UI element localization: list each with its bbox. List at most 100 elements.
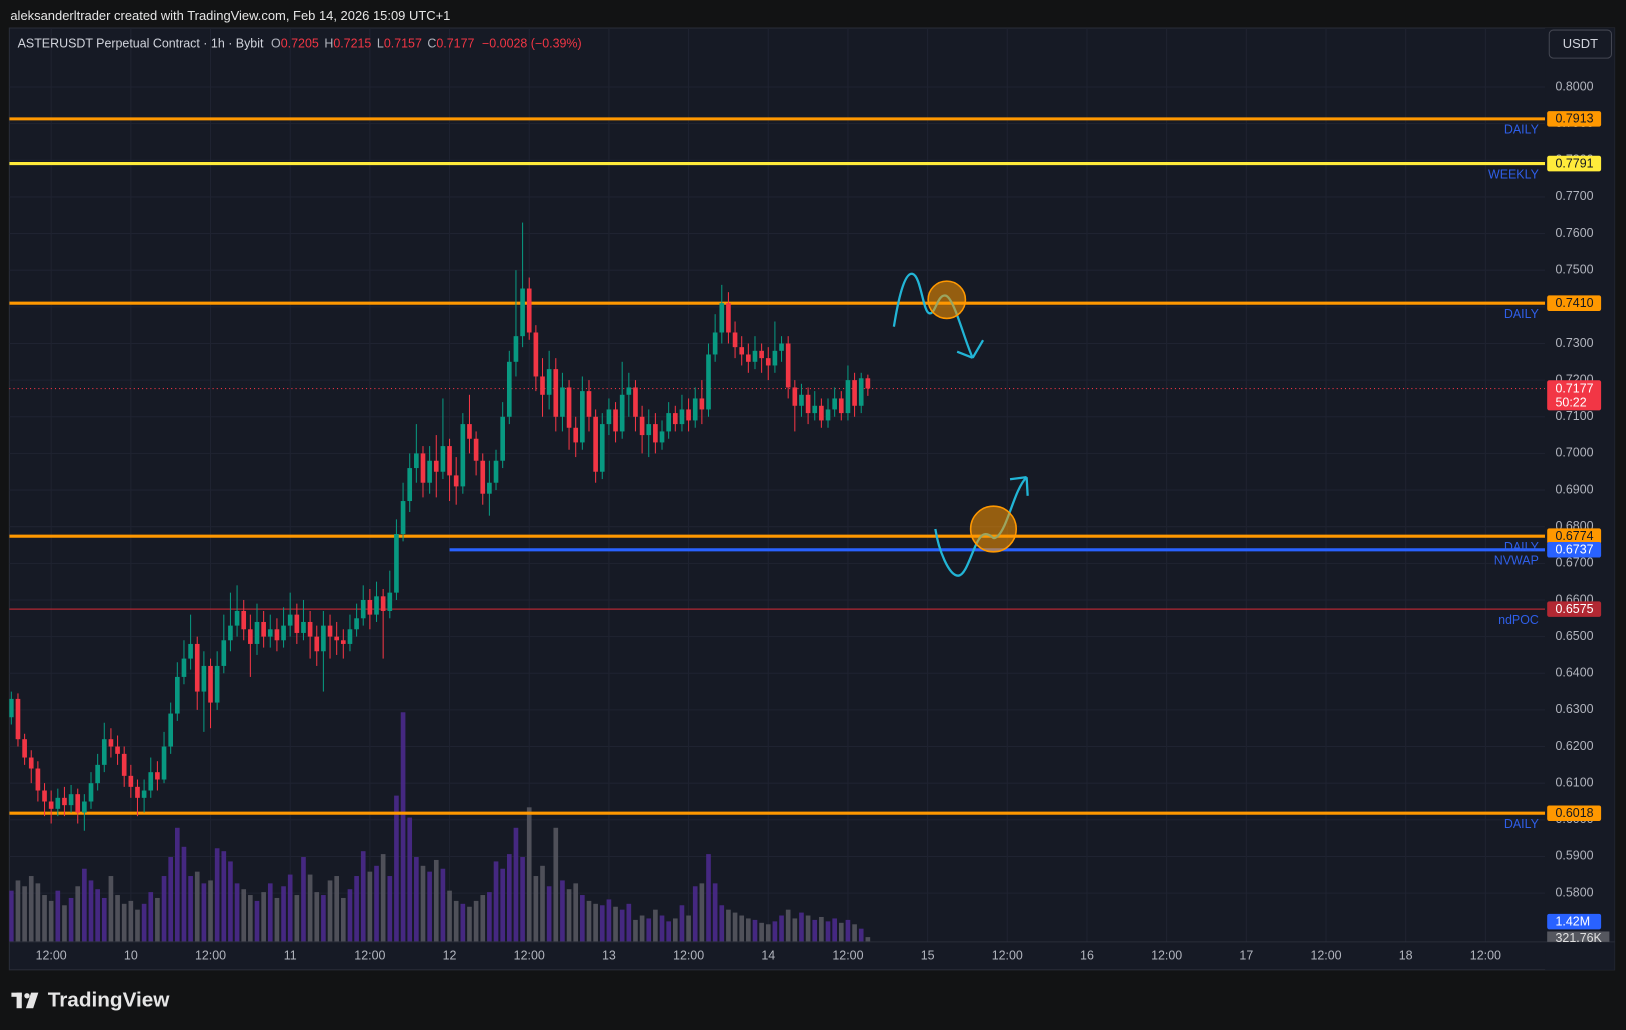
arrow-head	[956, 339, 985, 359]
candle-body	[546, 369, 552, 395]
candle-body	[586, 391, 592, 417]
candle-body	[394, 534, 399, 593]
candle-body	[287, 614, 293, 626]
x-tick-label: 12:00	[195, 949, 226, 963]
volume-bar	[533, 876, 539, 942]
price-tag-label: 0.7913	[1555, 112, 1593, 126]
candle-body	[68, 794, 74, 806]
price-tag	[1547, 601, 1602, 617]
volume-bar	[692, 886, 698, 942]
volume-bar	[82, 868, 87, 942]
volume-bar	[566, 889, 572, 942]
volume-bar	[765, 924, 771, 942]
candle-body	[340, 640, 346, 644]
volume-bar	[88, 880, 94, 942]
candle-body	[500, 416, 505, 461]
candle-body	[261, 621, 266, 637]
candle-body	[161, 746, 167, 780]
volume-bar	[606, 899, 612, 942]
candle-body	[746, 354, 751, 362]
candle-body	[692, 398, 698, 421]
candle-body	[653, 424, 658, 443]
price-tag	[1547, 541, 1602, 558]
brand: TradingView	[48, 988, 171, 1011]
candle-body	[427, 460, 432, 483]
x-tick-label: 11	[284, 949, 297, 963]
volume-bar	[487, 892, 492, 942]
currency-button[interactable]	[1548, 29, 1613, 59]
volume-bar	[9, 890, 14, 942]
volume-bar	[626, 903, 632, 942]
candle-body	[699, 398, 705, 410]
y-tick-label: 0.6900	[1555, 482, 1593, 496]
candle-body	[334, 636, 339, 641]
candle-body	[321, 625, 326, 652]
volume-bar	[327, 880, 333, 942]
volume-bar	[161, 876, 167, 942]
candle-body	[487, 482, 492, 494]
candle-body	[613, 409, 618, 432]
volume-bar	[141, 903, 147, 942]
volume-bar	[845, 919, 851, 942]
price-tag-label: 0.6575	[1555, 602, 1593, 616]
candle-body	[712, 332, 718, 355]
highlight-circle	[969, 505, 1018, 553]
logo-part	[24, 993, 30, 999]
candle-body	[838, 398, 844, 414]
candle-body	[726, 303, 731, 333]
volume-bar	[752, 919, 758, 942]
levels	[9, 117, 1546, 815]
volume-bar	[540, 865, 545, 942]
y-tick-label: 0.6400	[1555, 666, 1593, 680]
level-name: ndPOC	[1498, 613, 1539, 627]
drawings	[892, 272, 1029, 577]
candle-body	[633, 387, 638, 417]
currency-label[interactable]: USDT	[1563, 36, 1598, 51]
volume-bar	[852, 924, 857, 942]
volume-bar	[732, 912, 738, 942]
candle-body	[540, 376, 545, 395]
candle-body	[732, 332, 738, 348]
price-tag-label: 0.6737	[1555, 543, 1593, 557]
volume-bar	[546, 886, 552, 942]
volume-bar	[825, 921, 831, 942]
volume-bar	[453, 900, 459, 942]
candle-body	[420, 453, 426, 483]
price-tag	[1547, 528, 1602, 544]
volume-bar	[659, 915, 665, 942]
x-tick-label: 12:00	[354, 949, 385, 963]
volume-bar	[340, 897, 346, 942]
volume-bar	[473, 900, 479, 942]
volume-bar	[294, 895, 300, 942]
brand-logo	[11, 992, 39, 1009]
candle-body	[294, 614, 300, 633]
volume-bar	[553, 827, 559, 942]
x-tick-label: 17	[1239, 949, 1253, 963]
candle-body	[646, 424, 652, 436]
y-tick-label: 0.5900	[1555, 849, 1593, 863]
volume-bar	[108, 876, 114, 942]
last-price-label: 0.7177	[1555, 381, 1593, 395]
candle-body	[812, 405, 818, 414]
candle-body	[759, 350, 764, 359]
candle-body	[248, 629, 253, 644]
candle-body	[28, 757, 34, 769]
ohlc-value: 0.7177	[436, 37, 474, 51]
candle-body	[407, 468, 413, 502]
volume-bar	[580, 895, 585, 942]
candle-body	[347, 629, 353, 644]
volume-bar	[254, 900, 260, 942]
volume-bar	[95, 889, 100, 942]
candle-body	[155, 772, 160, 780]
level-name: DAILY	[1504, 540, 1540, 554]
x-tick-label: 12:00	[514, 949, 545, 963]
volume-bar	[593, 903, 598, 942]
volume-bar	[360, 851, 366, 942]
volume-bar	[746, 918, 751, 942]
volume-bar	[301, 857, 306, 942]
price-tag	[1547, 805, 1602, 822]
volume-bar	[427, 871, 432, 942]
ohlc-label: L	[377, 37, 384, 51]
volume-bar	[267, 883, 273, 942]
